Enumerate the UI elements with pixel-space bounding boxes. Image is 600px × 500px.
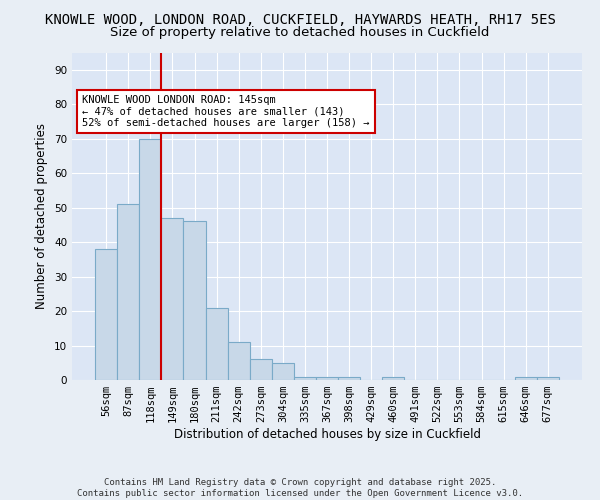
Bar bbox=[382, 376, 404, 380]
Bar bbox=[515, 376, 537, 380]
X-axis label: Distribution of detached houses by size in Cuckfield: Distribution of detached houses by size … bbox=[173, 428, 481, 441]
Bar bbox=[272, 363, 294, 380]
Text: KNOWLE WOOD LONDON ROAD: 145sqm
← 47% of detached houses are smaller (143)
52% o: KNOWLE WOOD LONDON ROAD: 145sqm ← 47% of… bbox=[82, 95, 370, 128]
Bar bbox=[206, 308, 227, 380]
Bar bbox=[250, 360, 272, 380]
Bar bbox=[537, 376, 559, 380]
Text: Size of property relative to detached houses in Cuckfield: Size of property relative to detached ho… bbox=[110, 26, 490, 39]
Bar bbox=[139, 138, 161, 380]
Bar bbox=[227, 342, 250, 380]
Bar bbox=[184, 222, 206, 380]
Bar bbox=[117, 204, 139, 380]
Text: KNOWLE WOOD, LONDON ROAD, CUCKFIELD, HAYWARDS HEATH, RH17 5ES: KNOWLE WOOD, LONDON ROAD, CUCKFIELD, HAY… bbox=[44, 12, 556, 26]
Bar bbox=[338, 376, 360, 380]
Bar bbox=[316, 376, 338, 380]
Y-axis label: Number of detached properties: Number of detached properties bbox=[35, 123, 49, 309]
Bar bbox=[161, 218, 184, 380]
Bar bbox=[95, 249, 117, 380]
Bar bbox=[294, 376, 316, 380]
Text: Contains HM Land Registry data © Crown copyright and database right 2025.
Contai: Contains HM Land Registry data © Crown c… bbox=[77, 478, 523, 498]
